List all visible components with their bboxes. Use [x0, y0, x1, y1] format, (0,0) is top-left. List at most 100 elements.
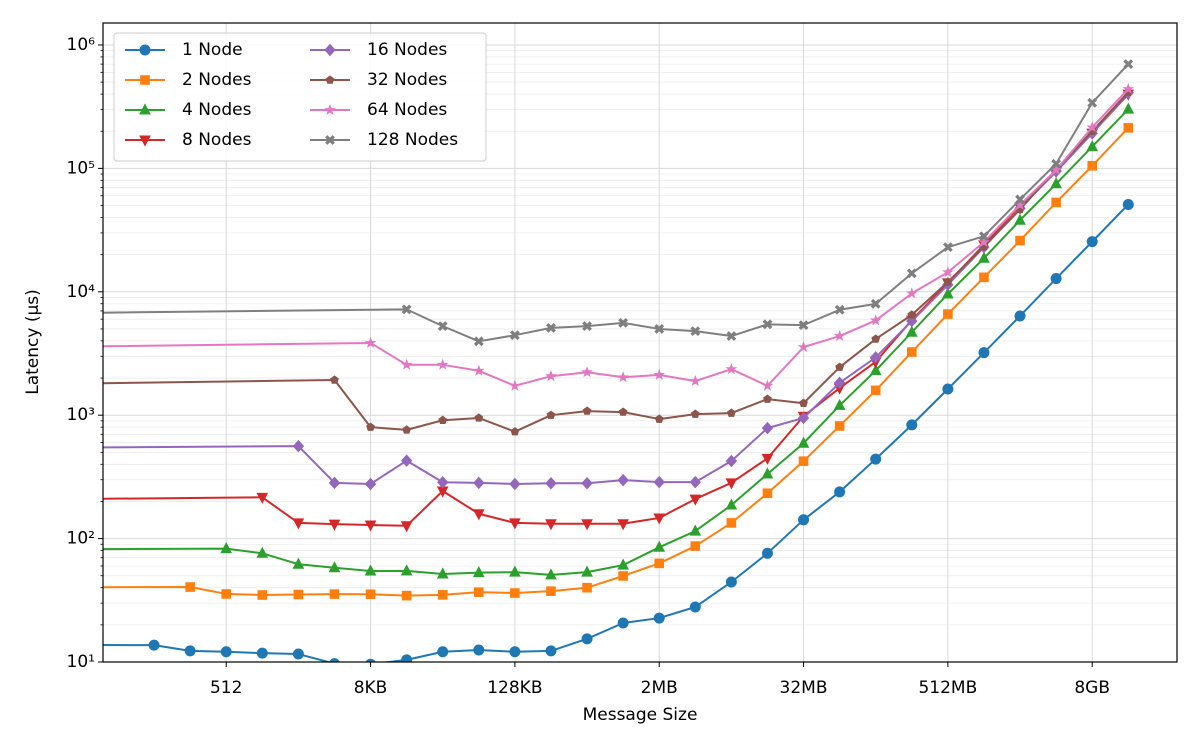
point: [799, 398, 808, 407]
point: [546, 322, 556, 333]
point: [761, 379, 774, 391]
point: [1122, 102, 1135, 114]
point: [870, 453, 882, 465]
point: [870, 298, 881, 309]
point: [510, 427, 520, 436]
point: [978, 251, 990, 263]
grid: [103, 23, 1177, 663]
x-tick-label: 8GB: [1074, 678, 1110, 698]
y-axis-label: Latency (µs): [23, 289, 43, 395]
point: [906, 268, 917, 279]
point: [905, 325, 918, 337]
point: [797, 411, 810, 425]
point: [870, 351, 882, 364]
point: [654, 558, 665, 569]
point: [401, 590, 412, 601]
point: [509, 330, 520, 341]
point: [726, 331, 737, 341]
point: [436, 358, 449, 370]
point: [654, 324, 665, 334]
point: [220, 542, 233, 554]
legend-marker: [325, 75, 335, 84]
point: [797, 436, 810, 448]
point: [1050, 163, 1062, 175]
point: [472, 509, 485, 521]
point: [545, 370, 557, 382]
x-tick-label: 512: [210, 678, 242, 698]
legend-marker: [139, 135, 151, 147]
point: [653, 368, 665, 380]
point: [618, 317, 629, 328]
point: [400, 358, 413, 370]
point: [689, 494, 702, 506]
x-tick-label: 32MB: [780, 678, 828, 698]
point: [1123, 123, 1134, 133]
x-axis-label: Message Size: [583, 705, 698, 725]
point: [834, 421, 845, 431]
point: [942, 287, 954, 299]
y-tick-label: 10²: [67, 529, 95, 549]
point: [690, 541, 701, 551]
point: [1122, 198, 1134, 210]
point: [581, 565, 593, 577]
point: [185, 582, 195, 592]
point: [1122, 82, 1135, 94]
legend-marker: [324, 43, 336, 57]
point: [798, 456, 809, 466]
point: [762, 488, 773, 499]
point: [907, 310, 917, 319]
legend-marker: [140, 75, 150, 85]
point: [689, 475, 701, 489]
point: [653, 540, 666, 552]
point: [581, 366, 593, 378]
legend-label: 4 Nodes: [182, 100, 252, 120]
point: [364, 336, 377, 348]
point: [545, 568, 557, 580]
point: [364, 520, 377, 532]
series-line: [103, 127, 1130, 597]
point: [978, 347, 990, 359]
point: [437, 321, 448, 332]
point: [437, 646, 449, 658]
x-tick-label: 2MB: [641, 678, 678, 698]
point: [869, 363, 882, 376]
point: [726, 408, 736, 417]
point: [943, 277, 953, 286]
point: [761, 547, 773, 559]
point: [402, 425, 412, 434]
point: [725, 576, 737, 588]
point: [762, 319, 773, 330]
y-tick-label: 10⁶: [67, 35, 96, 55]
point: [184, 645, 196, 657]
point: [906, 287, 918, 299]
point: [689, 601, 701, 613]
point: [364, 564, 377, 576]
point: [617, 473, 629, 487]
point: [798, 320, 809, 331]
point: [546, 410, 556, 419]
legend-marker: [324, 103, 336, 115]
point: [220, 646, 232, 658]
point: [1050, 177, 1062, 189]
x-tick-label: 512MB: [918, 678, 977, 698]
point: [834, 486, 846, 498]
point: [582, 321, 592, 332]
point: [870, 385, 881, 396]
y-tick-label: 10³: [67, 405, 95, 425]
point: [654, 414, 664, 423]
point: [942, 266, 954, 278]
point: [438, 415, 448, 424]
legend-label: 1 Node: [182, 40, 243, 60]
point: [1014, 213, 1026, 225]
legend-marker: [139, 44, 151, 56]
point: [690, 326, 701, 337]
point: [1123, 59, 1134, 70]
point: [725, 363, 738, 375]
point: [690, 409, 700, 418]
point: [581, 476, 593, 490]
point: [509, 518, 521, 530]
point: [797, 341, 810, 353]
point: [726, 518, 737, 528]
